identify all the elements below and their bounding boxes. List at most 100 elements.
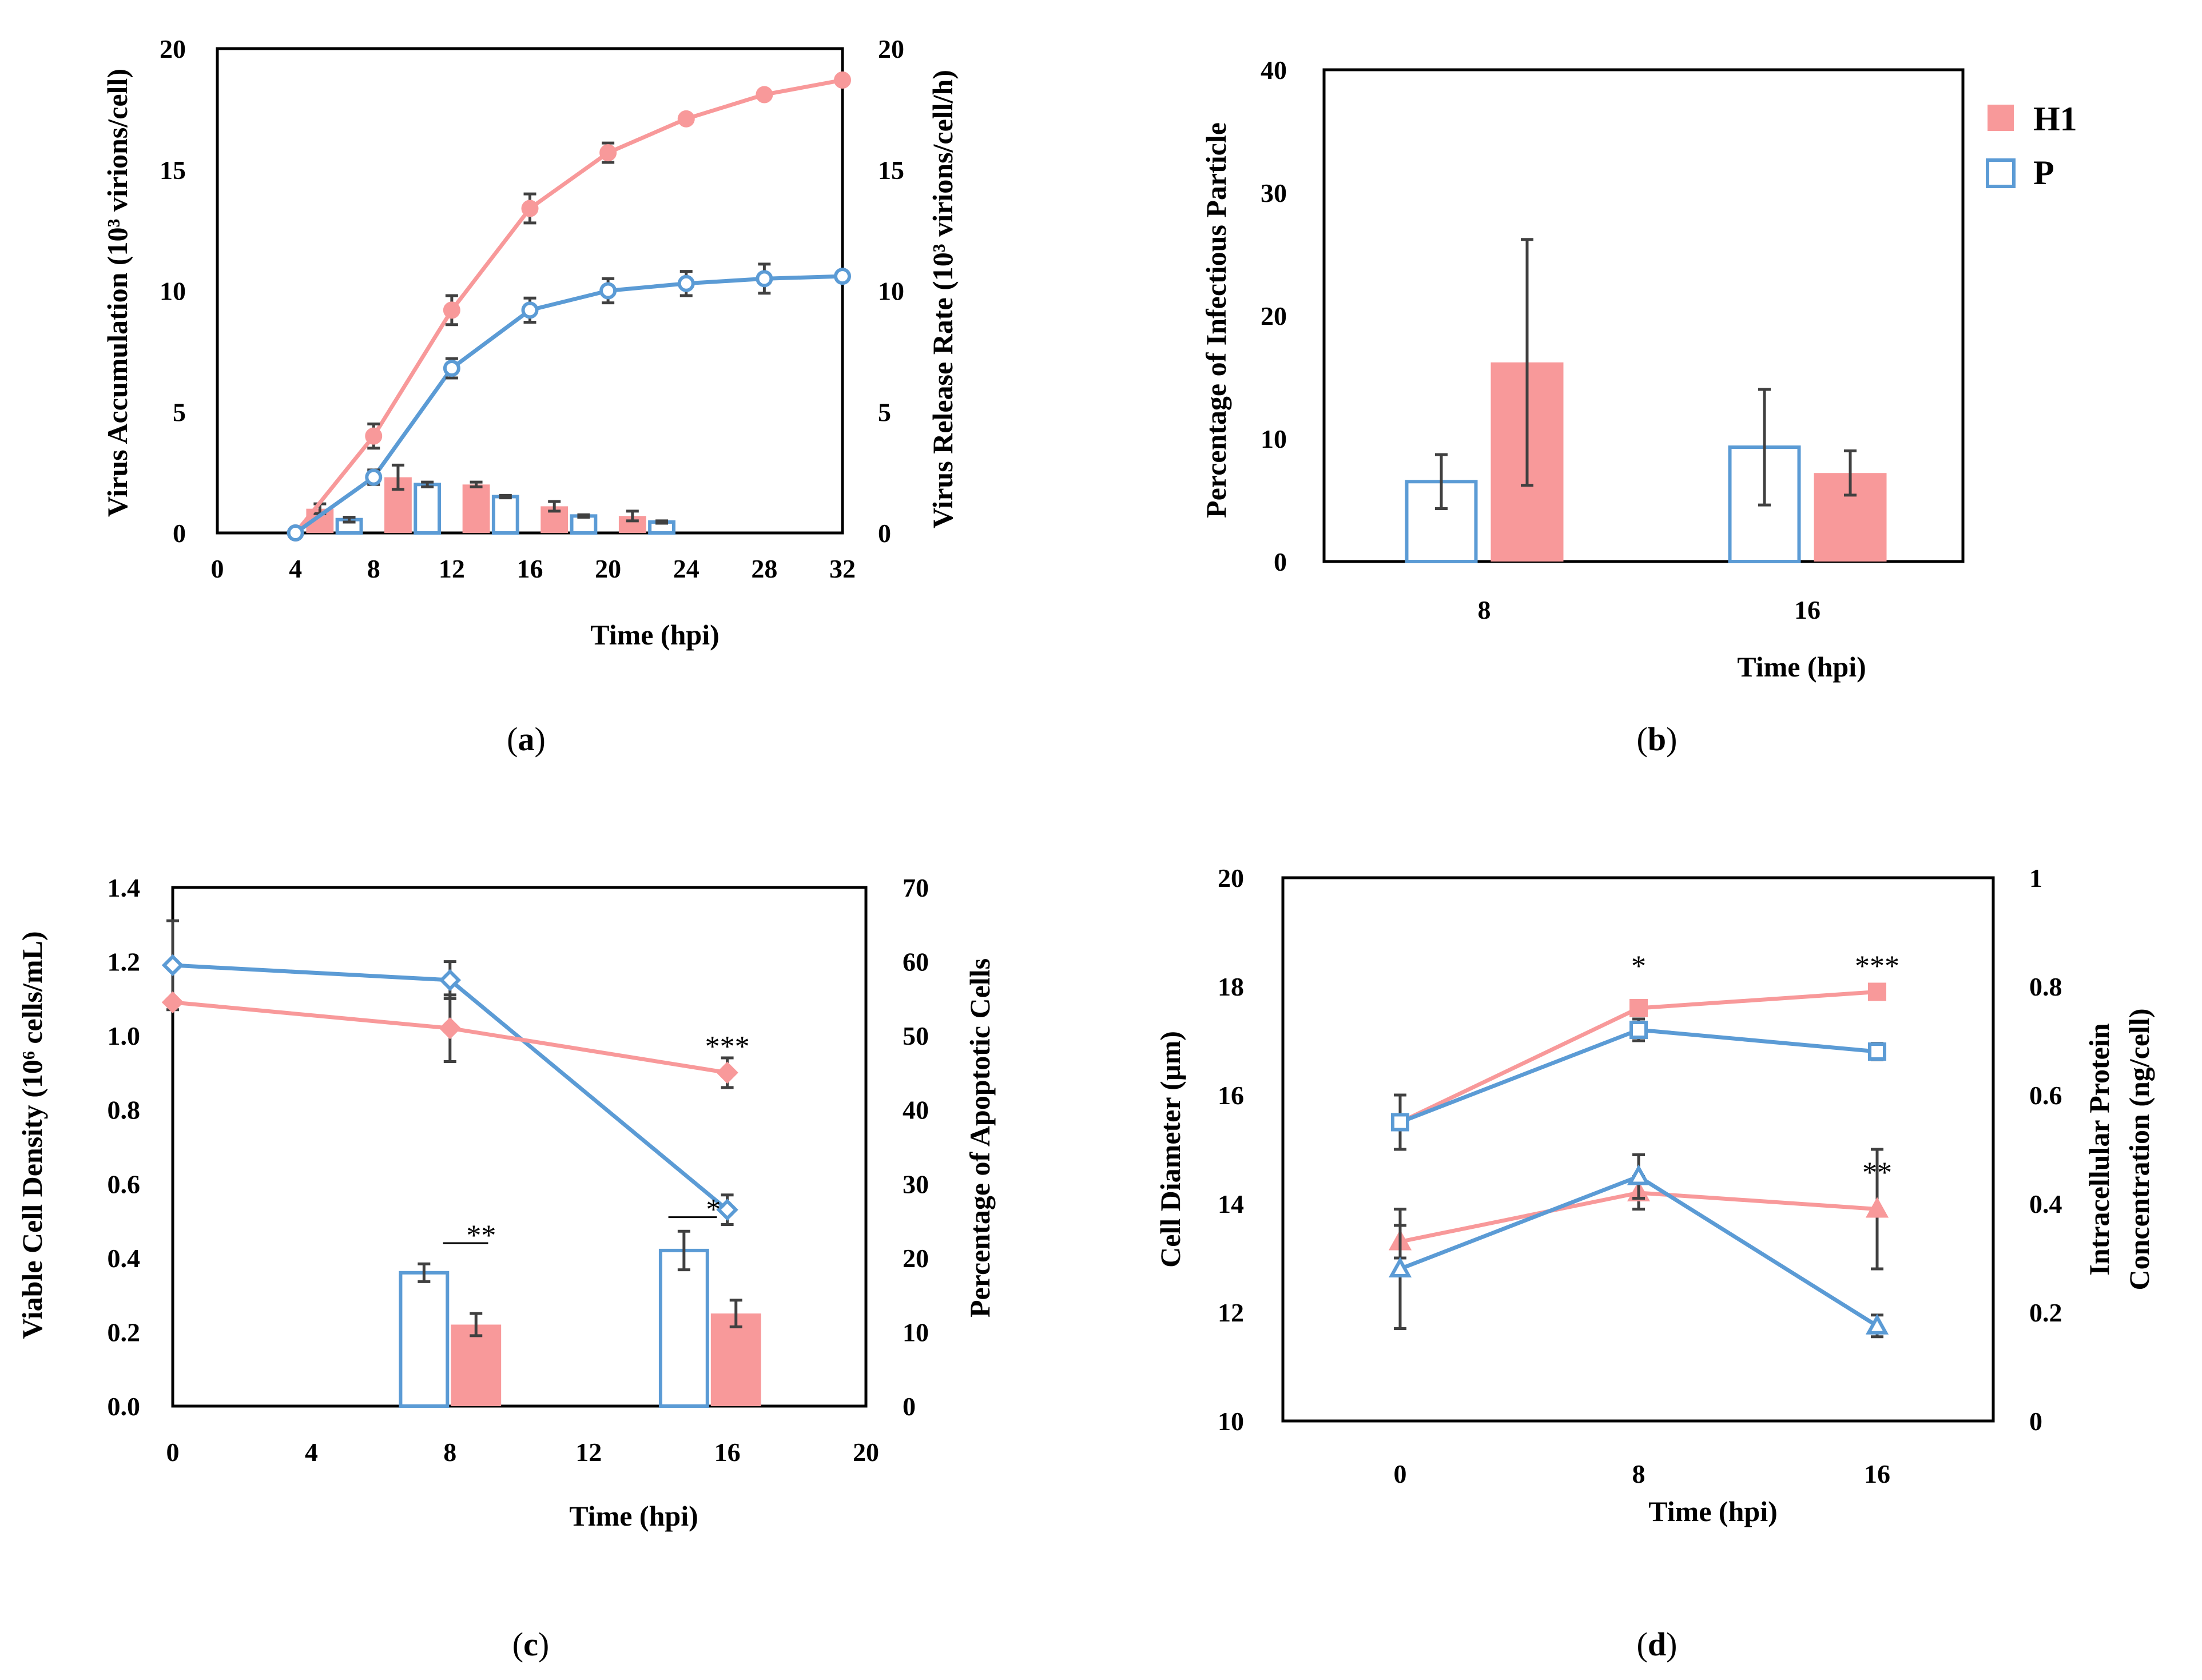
a-x-tick-label: 0 xyxy=(211,554,224,583)
a-y-tick-label: 5 xyxy=(173,397,186,427)
panel-c-caption: (c) xyxy=(512,1626,549,1663)
a-p-point xyxy=(599,282,617,300)
panel-c: ****** 0 4 8 12 16 20 0.00.20.40.60.81.01.21.… xyxy=(16,873,996,1663)
panel-d-y-ticks-right: 0 0.2 0.4 0.6 0.8 1 xyxy=(2029,863,2062,1436)
panel-c-x-axis-label: Time (hpi) xyxy=(569,1500,698,1532)
d-significance-mark: ** xyxy=(1862,1157,1892,1189)
d-x-tick-label: 0 xyxy=(1394,1459,1407,1488)
c-h1-bar xyxy=(710,1313,761,1406)
panel-b-caption: (b) xyxy=(1637,720,1678,758)
b-x-tick-label: 8 xyxy=(1478,595,1491,624)
d-p-diameter-point xyxy=(1391,1113,1409,1132)
a-x-tick-label: 24 xyxy=(673,554,699,583)
legend-label-p: P xyxy=(2033,154,2054,192)
panel-a-caption: (a) xyxy=(507,720,546,758)
panel-c-y-ticks: 0.0 0.2 0.4 0.6 0.8 1.0 1.2 1.4 xyxy=(108,873,141,1421)
d-x-tick-label: 16 xyxy=(1864,1459,1890,1488)
d-p-protein-point xyxy=(1627,1164,1651,1185)
c-y-tick-label: 1.0 xyxy=(108,1021,141,1050)
a-p-line xyxy=(294,274,843,535)
d-y-tick-label-right: 0 xyxy=(2029,1407,2042,1436)
d-significance-mark: * xyxy=(1631,950,1646,983)
a-y-tick-label: 0 xyxy=(173,519,186,548)
c-x-tick-label: 16 xyxy=(714,1438,741,1467)
a-h1-point xyxy=(599,144,617,162)
panel-c-y-ticks-right: 0 10 20 30 40 50 60 70 xyxy=(903,873,929,1421)
panel-a-y-axis-label-right: Virus Release Rate (10³ virions/cell/h) xyxy=(927,70,959,528)
c-x-tick-label: 4 xyxy=(305,1438,318,1467)
c-y-tick-label: 0.4 xyxy=(108,1244,141,1273)
d-h1-diameter-point xyxy=(1629,999,1648,1017)
c-x-tick-label: 0 xyxy=(166,1438,180,1467)
a-x-tick-label: 32 xyxy=(829,554,856,583)
d-y-tick-label: 16 xyxy=(1218,1081,1244,1110)
a-y-tick-label-right: 10 xyxy=(878,277,904,306)
a-y-tick-label-right: 20 xyxy=(878,34,904,63)
panel-a-y-ticks-right: 0 5 10 15 20 xyxy=(878,34,904,548)
c-y-tick-label-right: 10 xyxy=(903,1317,929,1347)
b-y-tick-label: 30 xyxy=(1261,178,1287,208)
d-y-tick-label: 12 xyxy=(1218,1298,1244,1327)
a-p-point xyxy=(287,524,304,542)
panel-a: 0 4 8 12 16 20 24 28 32 0 5 10 15 20 0 5 10 15 20 Time (… xyxy=(101,34,959,758)
c-h1-point xyxy=(439,1017,462,1040)
a-h1-point xyxy=(834,71,851,89)
panel-b-marks xyxy=(1405,238,1887,563)
c-y-tick-label-right: 70 xyxy=(903,873,929,902)
c-significance-mark: ** xyxy=(466,1219,496,1252)
a-y-tick-label: 20 xyxy=(160,34,186,63)
panel-d-y-axis-label-right-line2: Concentration (ng/cell) xyxy=(2123,1009,2155,1291)
a-p-point xyxy=(756,270,773,288)
d-h1-diameter-point xyxy=(1868,982,1886,1001)
panel-d-y-ticks: 10 12 14 16 18 20 xyxy=(1218,863,1244,1436)
a-y-tick-label: 10 xyxy=(160,277,186,306)
d-y-tick-label: 20 xyxy=(1218,863,1244,893)
a-y-tick-label-right: 0 xyxy=(878,519,891,548)
panel-b: 8 16 0 10 20 30 40 Time (hpi) Percentage of I… xyxy=(1200,55,2077,758)
d-y-tick-label-right: 0.2 xyxy=(2029,1298,2062,1327)
panel-d-x-ticks: 0 8 16 xyxy=(1394,1459,1891,1488)
a-h1-point xyxy=(443,301,460,319)
c-h1-bar xyxy=(451,1324,502,1406)
d-y-tick-label-right: 0.6 xyxy=(2029,1081,2062,1110)
panel-a-y-ticks: 0 5 10 15 20 xyxy=(160,34,186,548)
c-y-tick-label: 0.8 xyxy=(108,1096,141,1125)
legend-swatch-p xyxy=(1986,158,2016,188)
a-p-point xyxy=(834,268,851,285)
b-x-tick-label: 16 xyxy=(1794,595,1821,624)
c-significance-mark: *** xyxy=(705,1030,750,1063)
d-p-diameter-point xyxy=(1868,1042,1886,1061)
panel-b-y-axis-label: Percentage of Infectious Particle xyxy=(1200,122,1232,518)
d-y-tick-label: 14 xyxy=(1218,1189,1244,1219)
a-x-tick-label: 16 xyxy=(517,554,543,583)
a-h1-point xyxy=(756,86,773,103)
panel-b-y-ticks: 0 10 20 30 40 xyxy=(1261,55,1287,576)
a-x-tick-label: 28 xyxy=(751,554,777,583)
c-y-tick-label-right: 0 xyxy=(903,1392,916,1421)
panel-c-y-axis-label: Viable Cell Density (10⁶ cells/mL) xyxy=(16,931,48,1339)
c-y-tick-label: 1.4 xyxy=(108,873,141,902)
panel-a-y-axis-label: Virus Accumulation (10³ virions/cell) xyxy=(101,69,133,517)
panel-d-marks: * ***** xyxy=(1388,950,1899,1339)
c-y-tick-label-right: 60 xyxy=(903,948,929,977)
panel-b-legend: H1 P xyxy=(1986,100,2077,192)
c-p-point xyxy=(161,954,184,977)
c-p-bar xyxy=(658,1248,709,1408)
panel-d-plot-frame xyxy=(1281,876,1995,1423)
panel-c-plot-frame xyxy=(171,886,868,1408)
d-h1-protein-point xyxy=(1865,1197,1889,1218)
panel-a-marks xyxy=(287,71,851,542)
b-y-tick-label: 40 xyxy=(1261,55,1287,85)
a-h1-line xyxy=(293,78,843,535)
b-y-tick-label: 10 xyxy=(1261,424,1287,453)
c-y-tick-label: 0.6 xyxy=(108,1169,141,1199)
c-y-tick-label-right: 30 xyxy=(903,1169,929,1199)
panel-c-marks: ****** xyxy=(161,919,761,1408)
c-x-tick-label: 20 xyxy=(853,1438,879,1467)
panel-b-plot-frame xyxy=(1322,68,1965,563)
d-p-protein-point xyxy=(1388,1256,1412,1277)
c-h1-point xyxy=(161,991,184,1014)
a-p-point xyxy=(365,468,383,486)
a-p-point xyxy=(521,301,539,319)
